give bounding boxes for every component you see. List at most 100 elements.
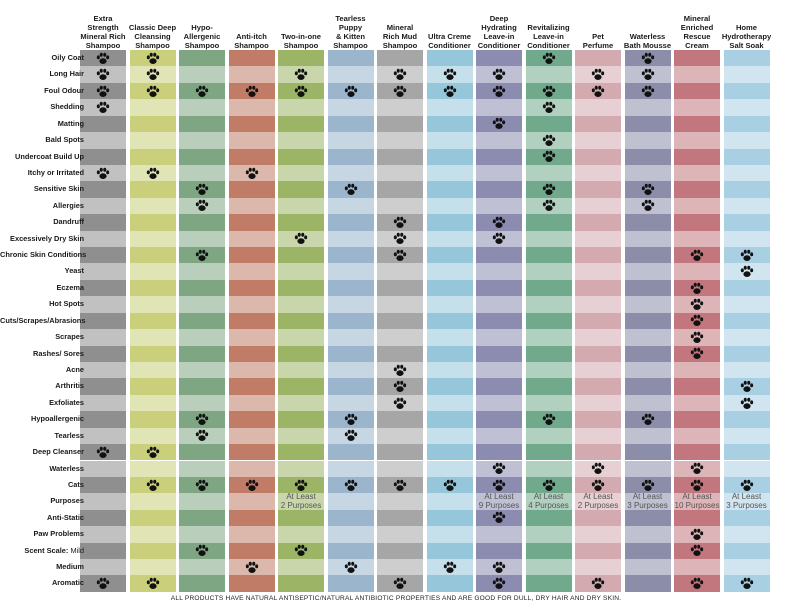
row-band — [228, 345, 275, 362]
row-band — [476, 279, 522, 297]
paw-mark — [328, 559, 374, 575]
row-band — [674, 115, 720, 133]
paw-mark — [724, 263, 770, 279]
row-band — [575, 99, 621, 116]
row-band — [179, 66, 225, 83]
paw-print-icon — [542, 150, 555, 163]
row-band — [377, 148, 423, 165]
row-label: Long Hair — [0, 66, 85, 82]
row-band — [525, 394, 572, 412]
row-band — [228, 411, 275, 428]
paw-print-icon — [690, 545, 704, 557]
row-band — [575, 444, 621, 461]
row-band — [525, 230, 572, 248]
row-band — [624, 345, 671, 362]
row-band — [476, 361, 522, 379]
row-band — [129, 361, 176, 379]
row-band — [327, 247, 374, 264]
column-header: Hypo- Allergenic Shampoo — [183, 23, 221, 50]
row-label-text: Acne — [65, 364, 84, 374]
row-band — [179, 263, 225, 280]
paw-mark — [625, 181, 671, 197]
row-band — [278, 493, 324, 510]
row-band — [80, 493, 126, 510]
paw-mark — [674, 477, 720, 493]
paw-print-icon — [443, 68, 456, 81]
row-band — [129, 197, 176, 215]
row-band — [525, 247, 572, 264]
paw-print-icon — [96, 446, 110, 458]
row-band — [179, 329, 225, 346]
row-band — [723, 115, 770, 133]
row-band — [575, 329, 621, 346]
row-band — [228, 427, 275, 445]
row-band — [327, 542, 374, 559]
row-label-text: Chronic Skin Conditions — [0, 250, 87, 260]
row-band — [426, 526, 473, 543]
paw-print-icon — [492, 68, 506, 81]
row-band — [228, 542, 275, 559]
column-header: Mineral Rich Mud Shampoo — [382, 23, 418, 50]
row-label-text: Purposes — [50, 496, 84, 506]
row-label: Undercoat Build Up — [0, 149, 84, 165]
paw-print-icon — [344, 561, 357, 573]
paw-mark — [674, 296, 720, 312]
row-band — [228, 361, 275, 379]
product-column — [327, 50, 374, 592]
row-band — [129, 132, 176, 149]
paw-print-icon — [393, 577, 407, 590]
row-band — [575, 493, 621, 510]
paw-mark — [724, 378, 770, 394]
row-band — [278, 345, 324, 362]
row-band — [129, 99, 176, 116]
row-band — [278, 361, 324, 379]
row-band — [179, 230, 225, 248]
paw-mark — [526, 198, 572, 214]
paw-print-icon — [740, 479, 753, 491]
row-band — [327, 132, 374, 149]
row-band — [624, 247, 671, 264]
paw-mark — [328, 428, 374, 444]
row-band — [525, 361, 572, 379]
product-column — [525, 50, 572, 592]
paw-mark — [625, 198, 671, 214]
row-band — [278, 263, 324, 280]
row-band — [179, 509, 225, 527]
paw-mark — [278, 543, 324, 559]
row-band — [327, 526, 374, 543]
paw-mark — [674, 461, 720, 477]
row-label: Allergies — [0, 198, 84, 214]
row-label-text: Rashes/ Sores — [33, 348, 84, 358]
row-band — [525, 296, 572, 313]
paw-print-icon — [294, 479, 308, 491]
row-band — [624, 312, 671, 330]
row-band — [723, 164, 770, 182]
row-band — [327, 509, 374, 527]
row-band — [327, 312, 374, 330]
row-band — [278, 279, 324, 297]
row-label: Foul Odour — [0, 83, 84, 99]
row-band — [525, 427, 572, 445]
row-band — [525, 542, 572, 559]
row-band — [228, 394, 275, 412]
paw-mark — [625, 411, 671, 427]
row-band — [278, 296, 324, 313]
row-band — [525, 66, 572, 83]
row-band — [228, 247, 275, 264]
paw-mark — [80, 66, 126, 82]
row-band — [624, 526, 671, 543]
row-band — [476, 164, 522, 182]
paw-mark — [130, 575, 176, 591]
paw-print-icon — [96, 577, 110, 590]
row-band — [129, 279, 176, 297]
paw-mark — [328, 181, 374, 197]
row-band — [476, 148, 522, 165]
paw-print-icon — [344, 183, 357, 196]
paw-mark — [179, 411, 225, 427]
row-band — [327, 164, 374, 182]
row-band — [624, 444, 671, 461]
row-band — [674, 230, 720, 248]
row-band — [426, 263, 473, 280]
row-label-text: Allergies — [52, 200, 84, 210]
paw-mark — [130, 165, 176, 181]
